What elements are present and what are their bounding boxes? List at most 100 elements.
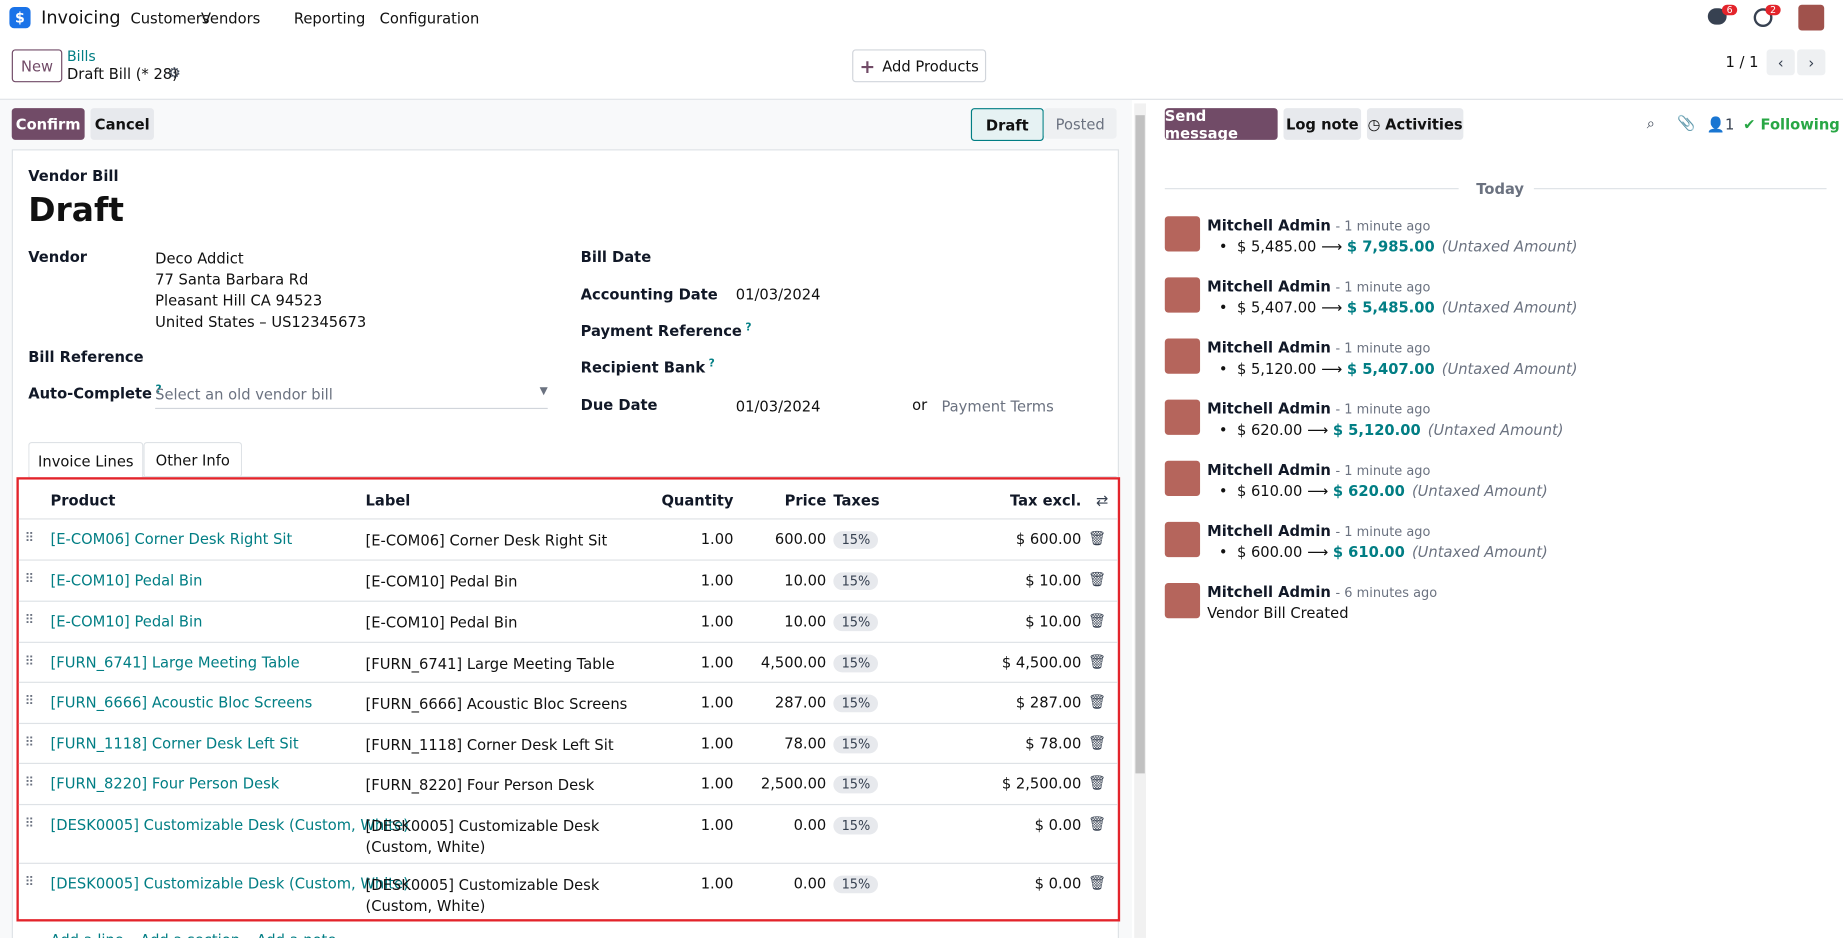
menu-item[interactable]: Configuration (379, 9, 480, 28)
author[interactable]: Mitchell Admin (1207, 521, 1331, 540)
cell[interactable]: 1.00 (700, 571, 734, 589)
drag-handle[interactable]: ⠿ (24, 874, 35, 890)
cell[interactable]: $ 10.00 (1025, 612, 1082, 631)
author[interactable]: Mitchell Admin (1207, 338, 1331, 357)
tax-cell[interactable]: 15% (833, 693, 879, 713)
drag-handle[interactable]: ⠿ (24, 530, 35, 546)
author-avatar[interactable] (1164, 216, 1201, 252)
cell[interactable]: $ 0.00 (1034, 874, 1082, 893)
activity-icon[interactable] (1753, 8, 1773, 28)
add-products-button[interactable]: + Add Products (852, 49, 987, 83)
search-icon[interactable]: ⌕ (1646, 114, 1655, 132)
menu-item[interactable]: Vendors (200, 9, 261, 28)
author[interactable]: Mitchell Admin (1207, 277, 1331, 296)
table-row[interactable]: ⠿ [FURN_6666] Acoustic Bloc Screens [FURN_… (19, 683, 1118, 723)
drag-handle[interactable]: ⠿ (24, 653, 35, 669)
cell[interactable]: $ 78.00 (1025, 734, 1082, 753)
delete-icon[interactable]: 🗑 (1088, 693, 1107, 710)
brand[interactable]: Invoicing (41, 7, 121, 29)
author-avatar[interactable] (1164, 521, 1201, 558)
delete-icon[interactable]: 🗑 (1088, 612, 1107, 629)
cell[interactable]: 0.00 (793, 874, 827, 893)
table-row[interactable]: ⠿ [E-COM06] Corner Desk Right Sit [E-COM06… (19, 520, 1118, 560)
pager-next[interactable]: › (1797, 49, 1826, 76)
table-row[interactable]: ⠿ [FURN_6741] Large Meeting Table [FURN_67… (19, 643, 1118, 682)
drag-handle[interactable]: ⠿ (24, 571, 35, 587)
menu-item[interactable]: Customers (130, 9, 210, 28)
vendor-address[interactable]: Deco Addict 77 Santa Barbara Rd Pleasant… (155, 248, 366, 333)
following-button[interactable]: ✔ Following (1743, 115, 1840, 133)
author-avatar[interactable] (1164, 338, 1201, 374)
cell[interactable]: 600.00 (774, 530, 827, 548)
table-row[interactable]: ⠿ [FURN_8220] Four Person Desk [FURN_8220]… (19, 764, 1118, 804)
tax-cell[interactable]: 15% (833, 654, 879, 673)
followers-button[interactable]: 👤1 (1706, 115, 1735, 133)
tax-cell[interactable]: 15% (833, 612, 879, 632)
help-icon[interactable]: ? (745, 322, 752, 334)
cell[interactable]: 1.00 (700, 693, 734, 712)
product-cell[interactable]: [E-COM06] Corner Desk Right Sit (50, 530, 293, 548)
cell[interactable]: 4,500.00 (760, 653, 827, 672)
activities-button[interactable]: ◷ Activities (1366, 108, 1464, 140)
author[interactable]: Mitchell Admin (1207, 582, 1331, 601)
label-cell[interactable]: [FURN_6741] Large Meeting Table (365, 654, 615, 673)
accounting-date[interactable]: 01/03/2024 (735, 285, 821, 304)
cell[interactable]: 1.00 (700, 874, 734, 893)
table-row[interactable]: ⠿ [DESK0005] Customizable Desk (Custom, W… (19, 864, 1118, 919)
cell[interactable]: 1.00 (700, 612, 734, 631)
author-avatar[interactable] (1164, 460, 1201, 497)
product-cell[interactable]: [FURN_6741] Large Meeting Table (50, 653, 300, 672)
tax-cell[interactable]: 15% (833, 816, 879, 835)
confirm-button[interactable]: Confirm (11, 108, 85, 140)
table-row[interactable]: ⠿ [E-COM10] Pedal Bin [E-COM10] Pedal Bin 1… (19, 561, 1118, 601)
label-cell[interactable]: [DESK0005] Customizable Desk (Custom, Wh… (365, 816, 600, 856)
cell[interactable]: 1.00 (700, 815, 734, 834)
product-cell[interactable]: [FURN_6666] Acoustic Bloc Screens (50, 693, 313, 712)
cell[interactable]: $ 10.00 (1025, 571, 1082, 589)
tax-cell[interactable]: 15% (833, 775, 879, 794)
cell[interactable]: 10.00 (784, 571, 827, 589)
author[interactable]: Mitchell Admin (1207, 460, 1331, 479)
product-cell[interactable]: [E-COM10] Pedal Bin (50, 571, 203, 589)
cell[interactable]: $ 600.00 (1015, 530, 1082, 548)
cell[interactable]: 1.00 (700, 774, 734, 793)
delete-icon[interactable]: 🗑 (1088, 734, 1107, 752)
label-cell[interactable]: [E-COM10] Pedal Bin (365, 613, 518, 632)
cell[interactable]: $ 0.00 (1034, 815, 1082, 834)
label-cell[interactable]: [FURN_8220] Four Person Desk (365, 775, 595, 794)
delete-icon[interactable]: 🗑 (1088, 571, 1107, 588)
payment-terms-input[interactable]: Payment Terms (941, 397, 1054, 415)
cancel-button[interactable]: Cancel (90, 108, 154, 140)
table-row[interactable]: ⠿ [FURN_1118] Corner Desk Left Sit [FURN_1… (19, 724, 1118, 763)
author-avatar[interactable] (1164, 582, 1201, 619)
product-cell[interactable]: [FURN_1118] Corner Desk Left Sit (50, 734, 299, 753)
tax-cell[interactable]: 15% (833, 571, 879, 591)
author[interactable]: Mitchell Admin (1207, 399, 1331, 418)
status-next[interactable]: Posted (1043, 108, 1117, 139)
cell[interactable]: 10.00 (784, 612, 827, 631)
cell[interactable]: 1.00 (700, 530, 734, 548)
auto-complete-input[interactable]: Select an old vendor bill ▼ (155, 386, 548, 410)
pager-prev[interactable]: ‹ (1766, 49, 1795, 76)
cell[interactable]: 0.00 (793, 815, 827, 834)
tax-cell[interactable]: 15% (833, 530, 879, 549)
new-button[interactable]: New (11, 49, 63, 83)
status-current[interactable]: Draft (970, 108, 1044, 142)
app-logo[interactable]: $ (9, 7, 31, 29)
column-settings[interactable]: ⇄ (1096, 491, 1109, 509)
add-link[interactable]: Add a section (140, 931, 240, 938)
breadcrumb[interactable]: Bills (66, 48, 96, 65)
add-link[interactable]: Add a note (256, 931, 336, 938)
label-cell[interactable]: [E-COM10] Pedal Bin (365, 572, 518, 591)
delete-icon[interactable]: 🗑 (1088, 874, 1107, 891)
cell[interactable]: 287.00 (774, 693, 827, 712)
attachment-icon[interactable]: 📎 (1677, 114, 1696, 132)
log-note-button[interactable]: Log note (1283, 108, 1362, 140)
user-avatar[interactable] (1798, 4, 1825, 31)
product-cell[interactable]: [DESK0005] Customizable Desk (Custom, Wh… (50, 874, 409, 893)
gear-icon[interactable]: ⚙ (168, 64, 181, 82)
product-cell[interactable]: [E-COM10] Pedal Bin (50, 612, 203, 631)
cell[interactable]: 2,500.00 (760, 774, 827, 793)
tab-active[interactable]: Invoice Lines (28, 441, 144, 479)
cell[interactable]: 78.00 (784, 734, 827, 753)
